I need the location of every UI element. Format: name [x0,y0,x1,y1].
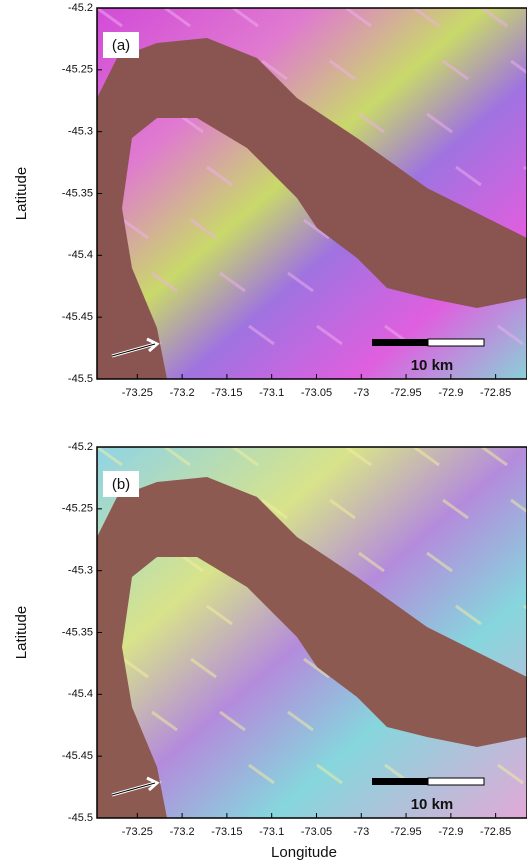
x-tick-label: -73.1 [259,387,284,399]
y-tick-label: -45.35 [62,187,93,199]
x-axis-label: Longitude [271,844,337,861]
figure: (a) 10 km -45.2 -45.25 -45.3 -45.35 -45.4 -45.4… [0,0,527,863]
y-tick-label: -45.4 [68,688,93,700]
y-tick-label: -45.5 [68,373,93,385]
x-tick-label: -72.95 [390,387,421,399]
y-tick-label: -45.3 [68,126,93,138]
y-tick-label: -45.25 [62,503,93,515]
y-tick-label: -45.3 [68,565,93,577]
scale-bar-label: 10 km [411,796,454,813]
scale-bar-white [428,778,484,785]
y-tick-label: -45.2 [68,2,93,14]
x-tick-label: -73.15 [211,387,242,399]
x-tick-label: -73.2 [170,826,195,838]
x-tick-label: -72.9 [438,387,463,399]
panel-label: (b) [112,476,130,493]
x-tick-label: -73.25 [122,826,153,838]
scale-bar-black [372,339,428,346]
x-tick-label: -73.05 [301,387,332,399]
x-tick-label: -72.9 [438,826,463,838]
scale-bar-white [428,339,484,346]
panel-label: (a) [112,37,130,54]
y-axis-label: Latitude [13,606,30,659]
y-tick-label: -45.4 [68,249,93,261]
y-axis-label: Latitude [13,167,30,220]
x-tick-label: -73.25 [122,387,153,399]
scale-bar-black [372,778,428,785]
x-tick-label: -73.2 [170,387,195,399]
x-tick-label: -73 [353,387,369,399]
y-tick-label: -45.2 [68,441,93,453]
y-tick-label: -45.5 [68,812,93,824]
x-tick-label: -73.05 [301,826,332,838]
x-tick-label: -72.95 [390,826,421,838]
x-tick-label: -73.15 [211,826,242,838]
x-tick-label: -72.85 [480,387,511,399]
scale-bar-label: 10 km [411,357,454,374]
y-tick-label: -45.25 [62,64,93,76]
y-tick-label: -45.45 [62,311,93,323]
y-tick-label: -45.45 [62,750,93,762]
x-tick-label: -72.85 [480,826,511,838]
x-tick-label: -73 [353,826,369,838]
x-tick-label: -73.1 [259,826,284,838]
y-tick-label: -45.35 [62,626,93,638]
